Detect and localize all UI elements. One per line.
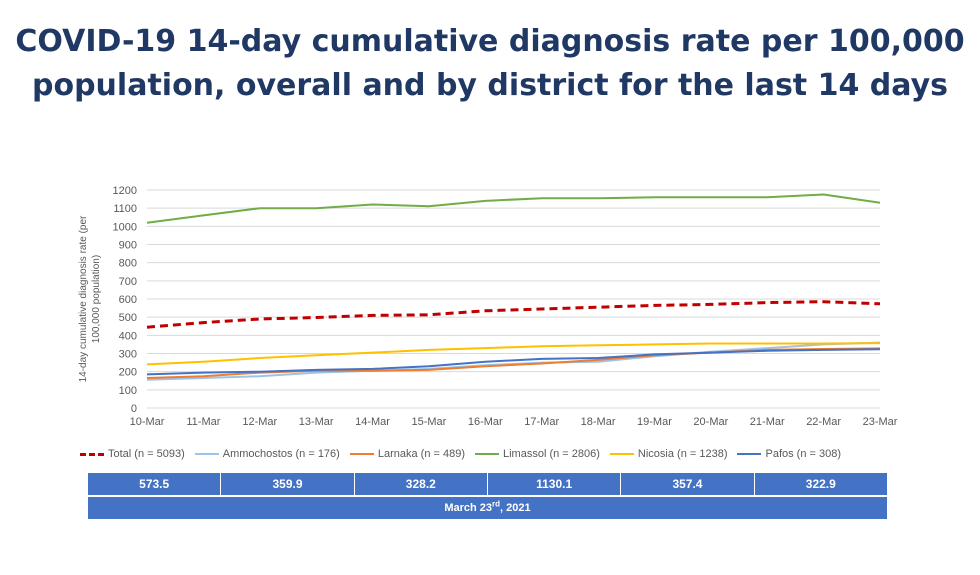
summary-values-row: 573.5 359.9 328.2 1130.1 357.4 322.9	[88, 473, 887, 495]
series-line-total	[146, 300, 881, 329]
chart-legend: Total (n = 5093) Ammochostos (n = 176) Lar…	[80, 445, 940, 463]
legend-label: Nicosia (n = 1238)	[637, 448, 728, 460]
legend-item: Pafos (n = 308)	[737, 448, 841, 460]
y-tick-label: 800	[119, 258, 137, 270]
series-line-nicosia	[146, 342, 881, 366]
y-tick-label: 1200	[113, 185, 137, 197]
legend-swatch	[349, 453, 374, 455]
summary-date-suffix: rd	[492, 499, 501, 509]
y-tick-label: 1100	[113, 203, 137, 215]
x-tick-label: 19-Mar	[637, 416, 672, 428]
x-tick-label: 16-Mar	[468, 416, 503, 428]
x-tick-label: 11-Mar	[186, 416, 220, 428]
y-axis-label: 14-day cumulative diagnosis rate (per	[78, 215, 89, 382]
x-tick-label: 22-Mar	[806, 416, 841, 428]
legend-swatch	[474, 453, 499, 455]
y-tick-label: 1000	[113, 221, 137, 233]
x-tick-label: 13-Mar	[299, 416, 334, 428]
x-tick-label: 14-Mar	[355, 416, 390, 428]
y-tick-label: 500	[119, 312, 137, 324]
legend-label: Pafos (n = 308)	[765, 448, 842, 460]
x-tick-label: 18-Mar	[581, 416, 616, 428]
summary-value-nicosia: 357.4	[620, 473, 753, 495]
legend-label: Total (n = 5093)	[108, 448, 185, 460]
legend-item: Limassol (n = 2806)	[474, 448, 600, 460]
summary-value-limassol: 1130.1	[486, 473, 620, 495]
y-tick-label: 400	[119, 330, 137, 342]
legend-item: Total (n = 5093)	[80, 448, 185, 460]
y-tick-label: 200	[119, 367, 137, 379]
chart-title-line-2: population, overall and by district for …	[32, 68, 948, 103]
legend-label: Ammochostos (n = 176)	[222, 448, 340, 460]
x-tick-label: 15-Mar	[412, 416, 447, 428]
x-tick-label: 23-Mar	[863, 416, 898, 428]
y-tick-label: 700	[119, 276, 137, 288]
y-tick-label: 600	[119, 294, 137, 306]
x-tick-label: 21-Mar	[750, 416, 785, 428]
x-tick-label: 17-Mar	[524, 416, 559, 428]
series-line-pafos	[146, 348, 881, 376]
x-tick-label: 10-Mar	[130, 416, 165, 428]
legend-swatch	[609, 453, 634, 455]
summary-value-larnaka: 328.2	[353, 473, 487, 495]
legend-item: Larnaka (n = 489)	[349, 448, 465, 460]
series-line-limassol	[146, 193, 881, 224]
y-axis-label: 100,000 population)	[91, 255, 102, 343]
summary-value-pafos: 322.9	[753, 473, 887, 495]
legend-label: Limassol (n = 2806)	[502, 448, 600, 460]
legend-item: Nicosia (n = 1238)	[609, 448, 728, 460]
y-tick-label: 900	[119, 240, 137, 252]
summary-value-ammochostos: 359.9	[220, 473, 353, 495]
legend-swatch	[80, 452, 104, 456]
y-tick-label: 0	[131, 403, 137, 415]
summary-date-main: March 23	[444, 502, 493, 514]
y-tick-label: 100	[119, 385, 137, 397]
chart-title-line-1: COVID-19 14-day cumulative diagnosis rat…	[15, 24, 965, 59]
chart-title: COVID-19 14-day cumulative diagnosis rat…	[0, 20, 980, 108]
y-tick-label: 300	[119, 349, 137, 361]
summary-value-total: 573.5	[139, 477, 170, 491]
legend-swatch	[194, 453, 219, 455]
legend-swatch	[737, 453, 762, 455]
legend-item: Ammochostos (n = 176)	[194, 448, 340, 460]
x-tick-label: 12-Mar	[242, 416, 277, 428]
x-tick-label: 20-Mar	[693, 416, 728, 428]
legend-label: Larnaka (n = 489)	[377, 448, 465, 460]
summary-date-year: , 2021	[500, 502, 531, 514]
summary-date: March 23rd, 2021	[88, 497, 887, 519]
